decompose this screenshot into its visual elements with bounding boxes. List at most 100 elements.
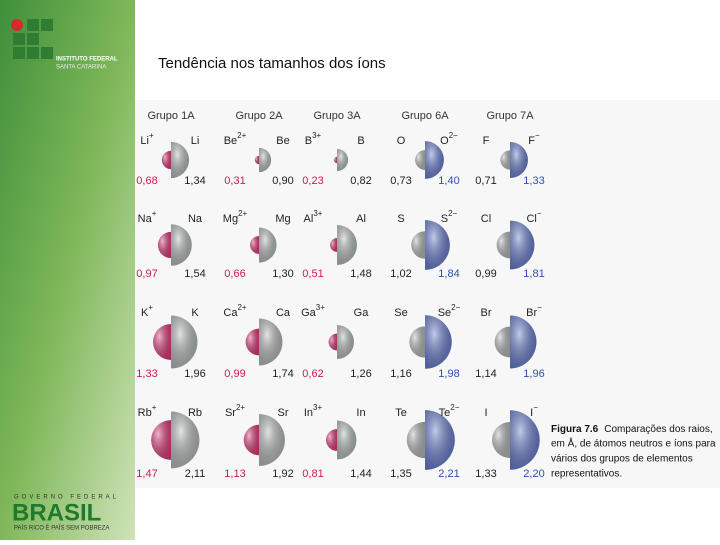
symbol: Br [526, 307, 537, 319]
radius-label: 1,74 [272, 368, 293, 380]
sphere-shade [250, 236, 259, 254]
element-symbol: K [191, 307, 199, 319]
element-symbol: Na+ [138, 209, 157, 225]
radius-label: 1,33 [136, 368, 157, 380]
element-symbol: Mg2+ [223, 209, 248, 225]
element-symbol: I [484, 407, 487, 419]
element-symbol: O2− [440, 131, 458, 147]
sphere-shade [259, 147, 272, 173]
radius-label: 1,16 [390, 368, 411, 380]
caption-text: Comparações dos raios, [604, 424, 712, 435]
radius-label: 1,47 [136, 468, 157, 480]
element-symbol: Be2+ [224, 131, 247, 147]
charge: + [149, 131, 154, 140]
sphere-shade [254, 155, 259, 165]
radius-label: 1,33 [523, 175, 544, 187]
sphere-shade [259, 414, 285, 466]
symbol: In [356, 407, 365, 419]
symbol: Na [138, 213, 153, 225]
element-symbol: Mg [275, 213, 290, 225]
radius-label: 0,31 [224, 175, 245, 187]
symbol: Mg [223, 213, 238, 225]
radius-label: 0,62 [302, 368, 323, 380]
charge: − [535, 131, 540, 140]
figure: Grupo 1ALi+0,68Li1,34Na+0,97Na1,54K+1,33… [136, 110, 544, 480]
green-band [0, 0, 135, 540]
symbol: Be [276, 135, 289, 147]
element-symbol: O [397, 135, 406, 147]
sphere-shade [496, 231, 510, 259]
element-symbol: Rb+ [138, 403, 157, 419]
footer-slogan: PAÍS RICO É PAÍS SEM POBREZA [14, 525, 109, 532]
element-symbol: Li+ [140, 131, 154, 147]
element-symbol: Cl [481, 213, 491, 225]
radius-label: 1,81 [523, 268, 544, 280]
radius-label: 1,30 [272, 268, 293, 280]
caption-line: vários dos grupos de elementos [551, 454, 693, 465]
sphere-shade [171, 411, 200, 469]
charge: 2− [451, 303, 460, 312]
radius-label: 0,99 [224, 368, 245, 380]
logo-text: SANTA CATARINA [56, 65, 106, 71]
element-symbol: S [397, 213, 404, 225]
footer-brand: BRASIL [12, 499, 101, 526]
charge: + [152, 209, 157, 218]
sphere-shade [492, 422, 510, 458]
symbol: Ca [223, 307, 238, 319]
symbol: F [528, 135, 535, 147]
symbol: Rb [188, 407, 202, 419]
element-symbol: Al3+ [304, 209, 323, 225]
logo-text: INSTITUTO FEDERAL [56, 57, 118, 63]
sphere-shade [259, 318, 283, 366]
element-symbol: Se2− [438, 303, 461, 319]
charge: 2− [449, 131, 458, 140]
radius-label: 1,96 [523, 368, 544, 380]
charge: 2+ [237, 303, 246, 312]
symbol: Rb [138, 407, 152, 419]
element-symbol: Rb [188, 407, 202, 419]
radius-label: 2,11 [185, 468, 206, 480]
charge: 2− [450, 403, 459, 412]
radius-label: 1,54 [184, 268, 205, 280]
radius-label: 1,35 [390, 468, 411, 480]
sphere-shade [171, 141, 190, 179]
symbol: In [304, 407, 313, 419]
caption-line: em Å, de átomos neutros e íons para [551, 437, 716, 450]
charge: 2+ [237, 131, 246, 140]
symbol: Al [356, 213, 366, 225]
symbol: K [141, 307, 149, 319]
charge: 2− [448, 209, 457, 218]
element-symbol: Ca2+ [223, 303, 247, 319]
symbol: S [397, 213, 404, 225]
symbol: Se [394, 307, 407, 319]
radius-label: 0,71 [475, 175, 496, 187]
sphere-shade [326, 429, 337, 451]
group-header: Grupo 6A [401, 110, 449, 122]
sphere-shade [337, 324, 355, 360]
element-symbol: Br− [526, 303, 542, 319]
charge: − [533, 403, 538, 412]
sphere-shade [494, 326, 510, 358]
sphere-shade [510, 410, 540, 470]
caption-label: Figura 7.6 [551, 424, 599, 435]
symbol: Br [481, 307, 492, 319]
symbol: Li [140, 135, 149, 147]
element-symbol: Al [356, 213, 366, 225]
radius-label: 1,34 [184, 175, 205, 187]
radius-label: 1,26 [350, 368, 371, 380]
radius-label: 0,66 [224, 268, 245, 280]
radius-label: 0,81 [302, 468, 323, 480]
symbol: I [530, 407, 533, 419]
element-symbol: In3+ [304, 403, 323, 419]
charge: 3+ [312, 131, 321, 140]
symbol: Na [188, 213, 203, 225]
charge: + [152, 403, 157, 412]
radius-label: 0,51 [302, 268, 323, 280]
sphere-shade [337, 420, 357, 460]
element-symbol: In [356, 407, 365, 419]
radius-label: 0,99 [475, 268, 496, 280]
radius-label: 0,97 [136, 268, 157, 280]
charge: 2+ [236, 403, 245, 412]
symbol: Se [438, 307, 451, 319]
